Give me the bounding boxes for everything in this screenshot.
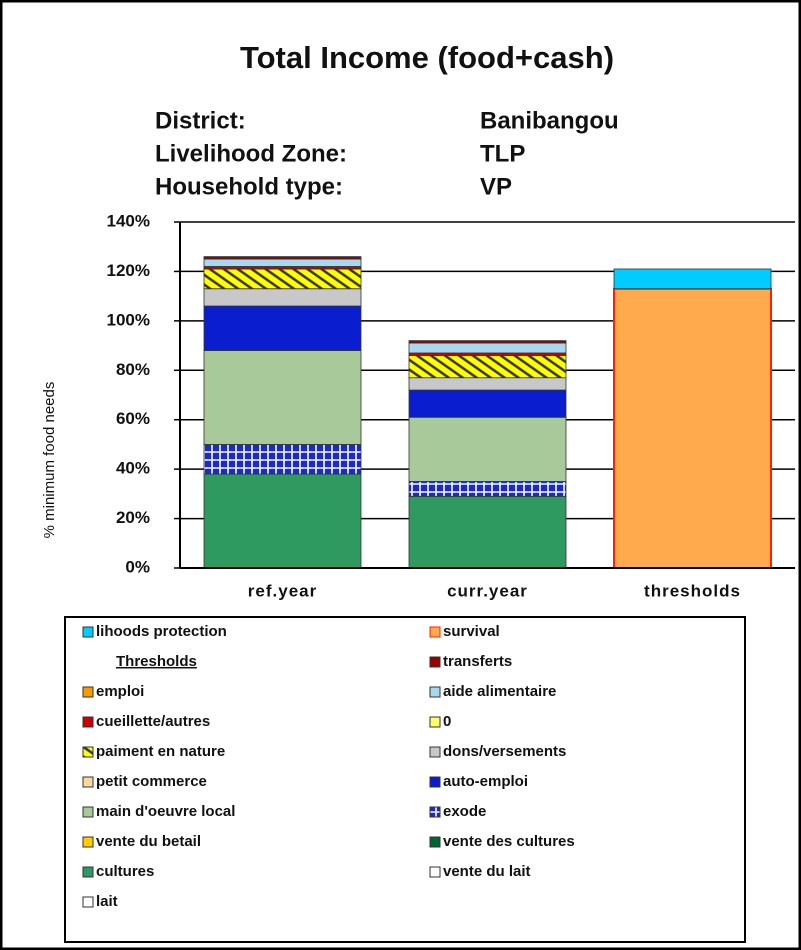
legend-swatch (82, 746, 94, 758)
bar-segment (613, 287, 772, 569)
legend-swatch (82, 626, 94, 638)
bar-segment (408, 342, 567, 354)
x-tick-label: ref.year (248, 581, 317, 600)
bar-segment (203, 268, 362, 290)
bar-segment (408, 481, 567, 497)
legend-swatch (82, 716, 94, 728)
legend-label: Thresholds (116, 653, 197, 670)
bar-segment (408, 340, 567, 344)
legend-swatch (82, 866, 94, 878)
legend-swatch (429, 836, 441, 848)
y-tick-label: 140% (107, 211, 150, 230)
y-tick-label: 40% (116, 459, 150, 478)
legend-swatch (82, 836, 94, 848)
y-tick-label: 0% (125, 557, 150, 576)
bar-segment (203, 473, 362, 569)
y-tick-label: 80% (116, 360, 150, 379)
legend-label: petit commerce (96, 773, 207, 790)
legend-label: survival (443, 623, 500, 640)
bar-segment (203, 288, 362, 307)
bar-segment (203, 444, 362, 475)
legend-swatch (429, 716, 441, 728)
bar-segment (613, 268, 772, 290)
info-label: Household type: (155, 173, 343, 200)
y-tick-label: 20% (116, 508, 150, 527)
bar-segment (203, 350, 362, 445)
legend-label: vente des cultures (443, 833, 575, 850)
legend-label: 0 (443, 713, 451, 730)
legend-label: dons/versements (443, 743, 566, 760)
bar-segment (203, 256, 362, 260)
legend-label: emploi (96, 683, 144, 700)
bar-segment (408, 377, 567, 391)
info-value: VP (480, 173, 512, 200)
legend-swatch (429, 866, 441, 878)
info-label: Livelihood Zone: (155, 140, 347, 167)
x-tick-label: thresholds (644, 581, 741, 600)
legend-swatch (429, 746, 441, 758)
legend-label: vente du betail (96, 833, 201, 850)
legend-label: paiment en nature (96, 743, 225, 760)
bar-segment (408, 389, 567, 418)
bar-segment (408, 355, 567, 379)
legend-label: cueillette/autres (96, 713, 210, 730)
legend-swatch (82, 686, 94, 698)
legend-swatch (82, 806, 94, 818)
bar-segment (408, 495, 567, 569)
x-tick-label: curr.year (447, 581, 528, 600)
legend-label: main d'oeuvre local (96, 803, 235, 820)
legend-label: lait (96, 893, 118, 910)
legend-label: transferts (443, 653, 512, 670)
legend-swatch (82, 776, 94, 788)
info-label: District: (155, 107, 246, 134)
legend-label: cultures (96, 863, 154, 880)
legend-swatch (429, 626, 441, 638)
chart-title: Total Income (food+cash) (240, 40, 614, 75)
bar-segment (203, 258, 362, 267)
y-axis-label: % minimum food needs (41, 382, 58, 539)
legend-label: lihoods protection (96, 623, 227, 640)
bar-segment (203, 305, 362, 351)
legend-label: auto-emploi (443, 773, 528, 790)
legend-label: vente du lait (443, 863, 531, 880)
y-tick-label: 60% (116, 409, 150, 428)
legend-swatch (429, 806, 441, 818)
legend-label: exode (443, 803, 486, 820)
bar-segment (408, 416, 567, 482)
info-value: Banibangou (480, 107, 619, 134)
legend-label: aide alimentaire (443, 683, 556, 700)
y-tick-label: 100% (107, 310, 150, 329)
legend-swatch (429, 776, 441, 788)
legend-swatch (82, 896, 94, 908)
legend-box (64, 616, 746, 943)
info-value: TLP (480, 140, 525, 167)
legend-swatch (429, 686, 441, 698)
y-tick-label: 120% (107, 261, 150, 280)
legend-swatch (429, 656, 441, 668)
